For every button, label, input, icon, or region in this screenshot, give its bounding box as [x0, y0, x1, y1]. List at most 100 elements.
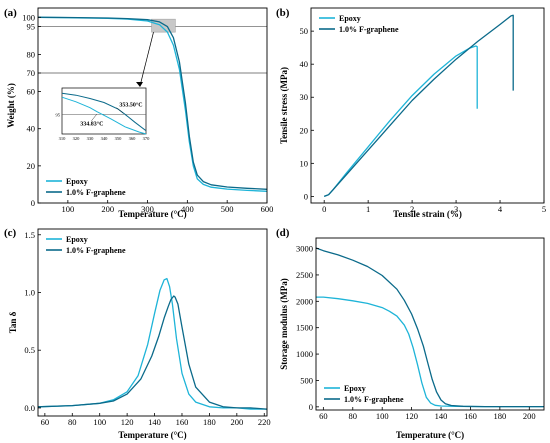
annotation-leader	[116, 107, 124, 114]
y-tick-label: 40	[27, 124, 36, 134]
panel-c: (c) 60 80 100 120 140 160 180 200 220 0.0 0.5 1.0 1.5…	[4, 227, 271, 440]
inset-series-line	[61, 92, 147, 132]
y-tick-label: 95	[27, 22, 36, 32]
series-line	[37, 16, 268, 190]
x-axis-title: Tensile strain (%)	[393, 209, 462, 219]
plot-frame	[310, 7, 545, 204]
x-tick-label: 400	[181, 204, 194, 214]
x-tick-label: 600	[261, 204, 274, 214]
x-tick-label: 200	[101, 204, 114, 214]
inset-x-tick-label: 320	[73, 136, 81, 141]
y-axis-title: Tan δ	[8, 311, 18, 333]
y-tick-label: 1000	[296, 349, 313, 359]
y-tick-label: 20	[27, 161, 36, 171]
zoom-arrow	[139, 32, 154, 87]
y-tick-label: 50	[300, 26, 309, 36]
inset-plot: 310 320 330 340 350 360 370 95 353.50°C 334.83°C	[56, 32, 154, 141]
plot-frame	[37, 228, 268, 417]
legend-label: 1.0% F-graphene	[339, 25, 399, 34]
inset-x-tick-label: 370	[143, 136, 151, 141]
y-axis-title: Weight (%)	[6, 83, 16, 128]
x-tick-label: 4	[498, 204, 503, 214]
y-tick-label: 20	[300, 125, 309, 135]
x-tick-label: 100	[376, 411, 389, 421]
legend-label: 1.0% F-graphene	[344, 395, 404, 404]
x-tick-label: 60	[319, 411, 328, 421]
x-axis-title: Temperature (°C)	[396, 430, 464, 440]
x-tick-label: 60	[41, 417, 50, 427]
inset-x-tick-label: 330	[87, 136, 95, 141]
y-tick-label: 1.0	[24, 287, 35, 297]
inset-x-tick-label: 360	[129, 136, 137, 141]
y-axis-title: Tensile stress (MPa)	[279, 67, 289, 144]
x-tick-label: 220	[258, 417, 271, 427]
x-tick-label: 200	[230, 417, 243, 427]
x-tick-label: 140	[148, 417, 161, 427]
series-line	[316, 296, 544, 408]
inset-y-tick-label: 95	[56, 112, 61, 117]
panel-a: (a)100 200 300 400 500 6000204060708095100Tem…	[4, 7, 273, 219]
y-tick-label: 40	[300, 59, 309, 69]
y-tick-label: 100	[22, 12, 35, 22]
x-tick-label: 80	[349, 411, 358, 421]
x-tick-label: 200	[523, 411, 536, 421]
series-line	[37, 277, 267, 410]
inset-series-line	[61, 96, 147, 135]
legend-label: Epoxy	[66, 235, 88, 244]
plot-frame	[37, 7, 268, 204]
series-line	[37, 295, 268, 410]
annotation-leader	[91, 114, 97, 121]
series-line	[323, 14, 514, 198]
x-tick-label: 300	[141, 204, 154, 214]
y-tick-label: 1.5	[24, 230, 35, 240]
y-tick-label: 30	[300, 92, 309, 102]
plot-frame	[315, 237, 545, 411]
panel-d: (d)60 80 100 120 140 160 180 200050010001500200…	[276, 227, 545, 440]
y-tick-label: 70	[27, 68, 36, 78]
inset-x-tick-label: 340	[101, 136, 109, 141]
legend-label: Epoxy	[339, 14, 361, 23]
x-axis-title: Temperature (°C)	[118, 209, 186, 219]
panel-letter: (c)	[4, 227, 17, 239]
zoom-highlight	[151, 18, 176, 33]
x-axis-title: Temperature (°C)	[118, 430, 186, 440]
x-tick-label: 500	[221, 204, 234, 214]
y-tick-label: 0	[309, 402, 313, 412]
x-tick-label: 120	[121, 417, 134, 427]
onset-annotation-fgraphene: 353.50°C	[119, 101, 142, 108]
x-tick-label: 160	[464, 411, 477, 421]
y-tick-label: 2500	[296, 270, 313, 280]
x-tick-label: 140	[435, 411, 448, 421]
y-tick-label: 10	[300, 158, 309, 168]
legend-label: 1.0% F-graphene	[66, 246, 126, 255]
x-tick-label: 180	[203, 417, 216, 427]
x-tick-label: 0	[322, 204, 326, 214]
x-tick-label: 100	[61, 204, 74, 214]
inset-x-tick-label: 350	[115, 136, 123, 141]
x-tick-label: 100	[93, 417, 106, 427]
series-line	[315, 247, 544, 408]
x-tick-label: 5	[542, 204, 546, 214]
panel-letter: (b)	[276, 7, 290, 19]
y-axis-title: Storage modulus (MPa)	[279, 278, 289, 370]
y-tick-label: 1500	[296, 323, 313, 333]
y-tick-label: 0.0	[24, 403, 35, 413]
legend-label: Epoxy	[66, 177, 88, 186]
y-tick-label: 0	[31, 198, 35, 208]
panel-letter: (d)	[276, 227, 290, 239]
inset-x-tick-label: 310	[59, 136, 67, 141]
y-tick-label: 80	[27, 49, 36, 59]
legend-label: Epoxy	[344, 384, 366, 393]
zoom-arrow-head	[136, 82, 143, 87]
x-tick-label: 180	[493, 411, 506, 421]
x-tick-label: 80	[68, 417, 77, 427]
x-tick-label: 120	[405, 411, 418, 421]
y-tick-label: 60	[27, 87, 36, 97]
x-tick-label: 2	[410, 204, 414, 214]
onset-annotation-epoxy: 334.83°C	[80, 120, 103, 127]
x-tick-label: 160	[176, 417, 189, 427]
x-tick-label: 1	[366, 204, 370, 214]
y-tick-label: 3000	[296, 244, 313, 254]
